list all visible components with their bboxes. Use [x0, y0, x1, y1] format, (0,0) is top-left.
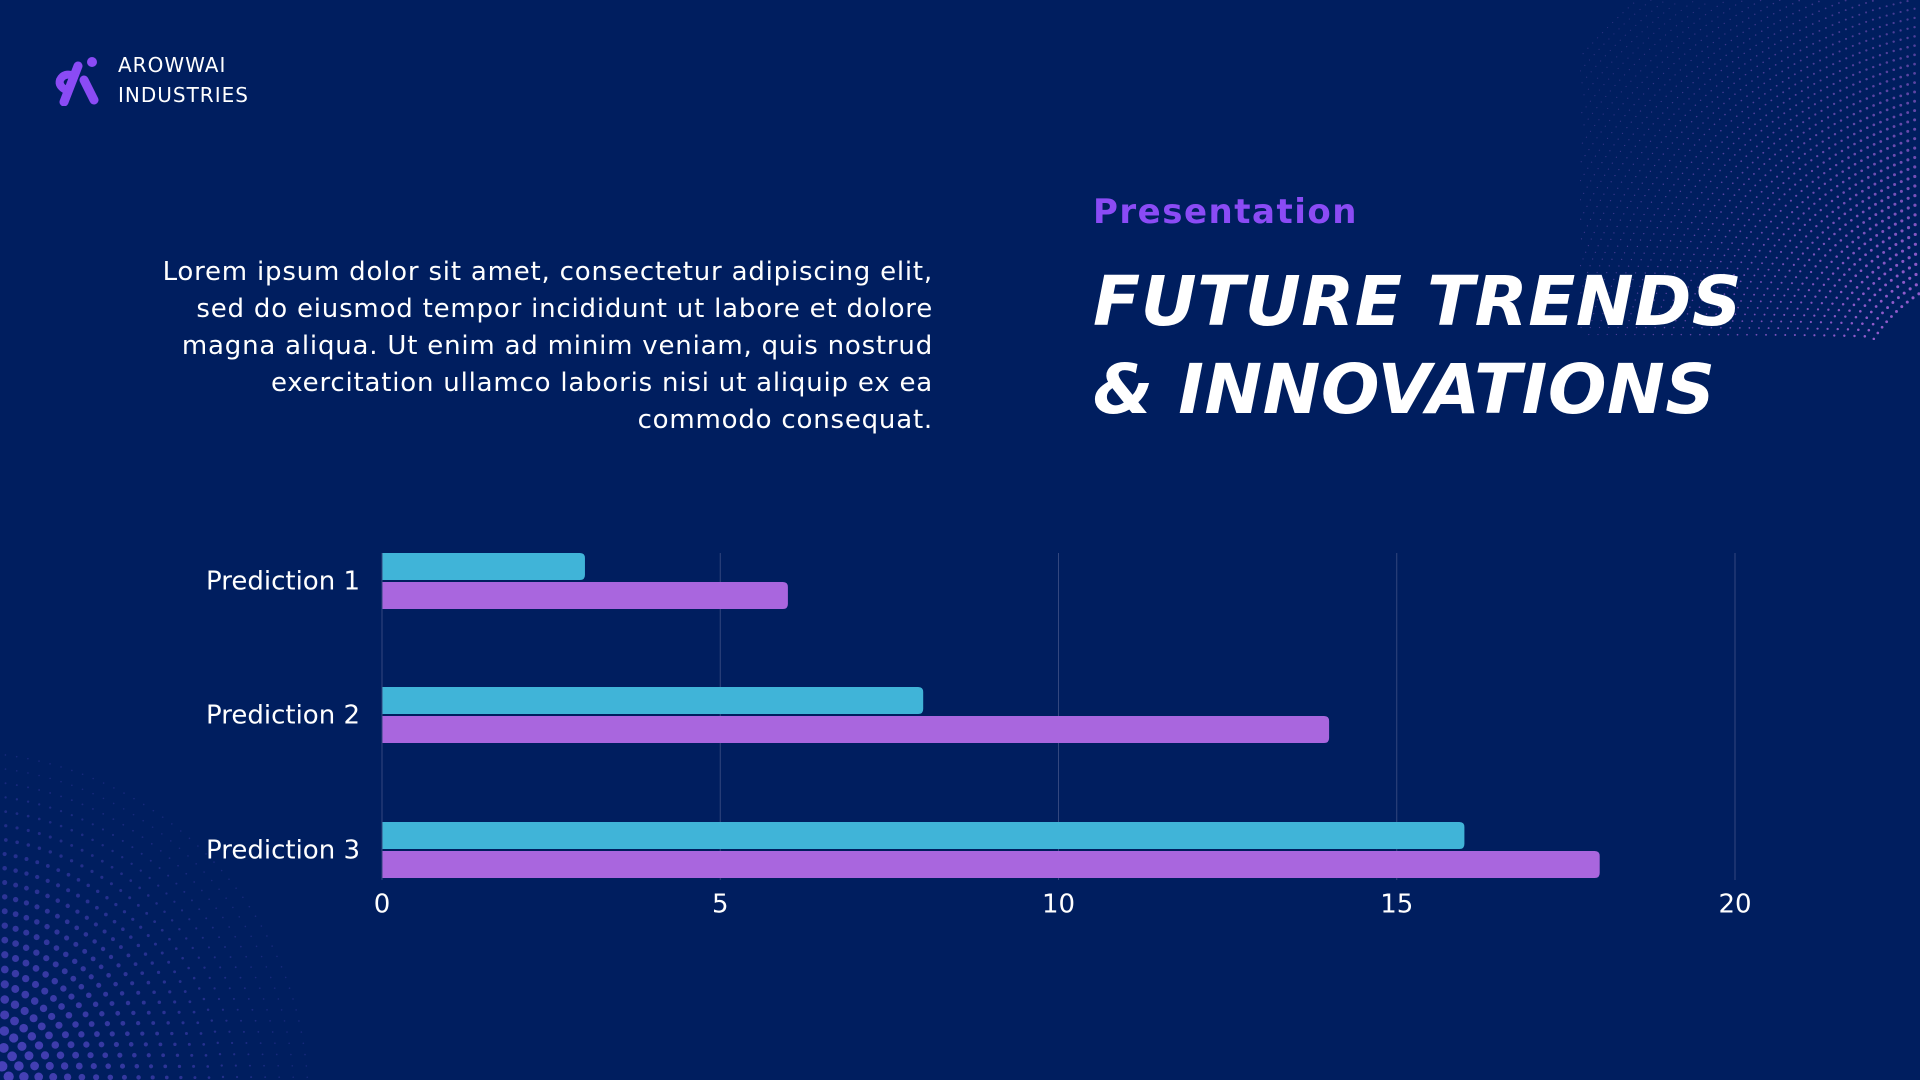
brand-name: AROWWAI INDUSTRIES [118, 50, 249, 110]
category-label: Prediction 2 [206, 701, 360, 731]
category-label: Prediction 1 [206, 567, 360, 597]
bar-violet-3 [382, 851, 1600, 878]
x-tick-label: 5 [712, 890, 729, 920]
bar-cyan-3 [382, 822, 1465, 849]
title-line1: FUTURE TRENDS [1093, 262, 1743, 342]
bar-cyan-1 [382, 553, 585, 580]
page-title: FUTURE TRENDS & INNOVATIONS [1093, 258, 1893, 434]
eyebrow-label: Presentation [1093, 192, 1358, 232]
brand-name-line2: INDUSTRIES [118, 83, 249, 107]
bar-violet-1 [382, 582, 788, 609]
brand-logo: AROWWAI INDUSTRIES [52, 50, 249, 110]
logo-icon [55, 57, 99, 106]
dot-pattern-decoration [0, 754, 309, 1080]
x-tick-label: 0 [374, 890, 391, 920]
intro-paragraph: Lorem ipsum dolor sit amet, consectetur … [162, 257, 933, 435]
category-label: Prediction 3 [206, 836, 360, 866]
x-tick-label: 15 [1380, 890, 1413, 920]
bar-violet-2 [382, 716, 1330, 743]
dot-pattern-decoration [1580, 0, 1920, 340]
title-line2: & INNOVATIONS [1093, 350, 1716, 430]
bar-cyan-2 [382, 687, 924, 714]
x-tick-label: 10 [1042, 890, 1075, 920]
brand-name-line1: AROWWAI [118, 53, 227, 77]
x-tick-label: 20 [1718, 890, 1751, 920]
